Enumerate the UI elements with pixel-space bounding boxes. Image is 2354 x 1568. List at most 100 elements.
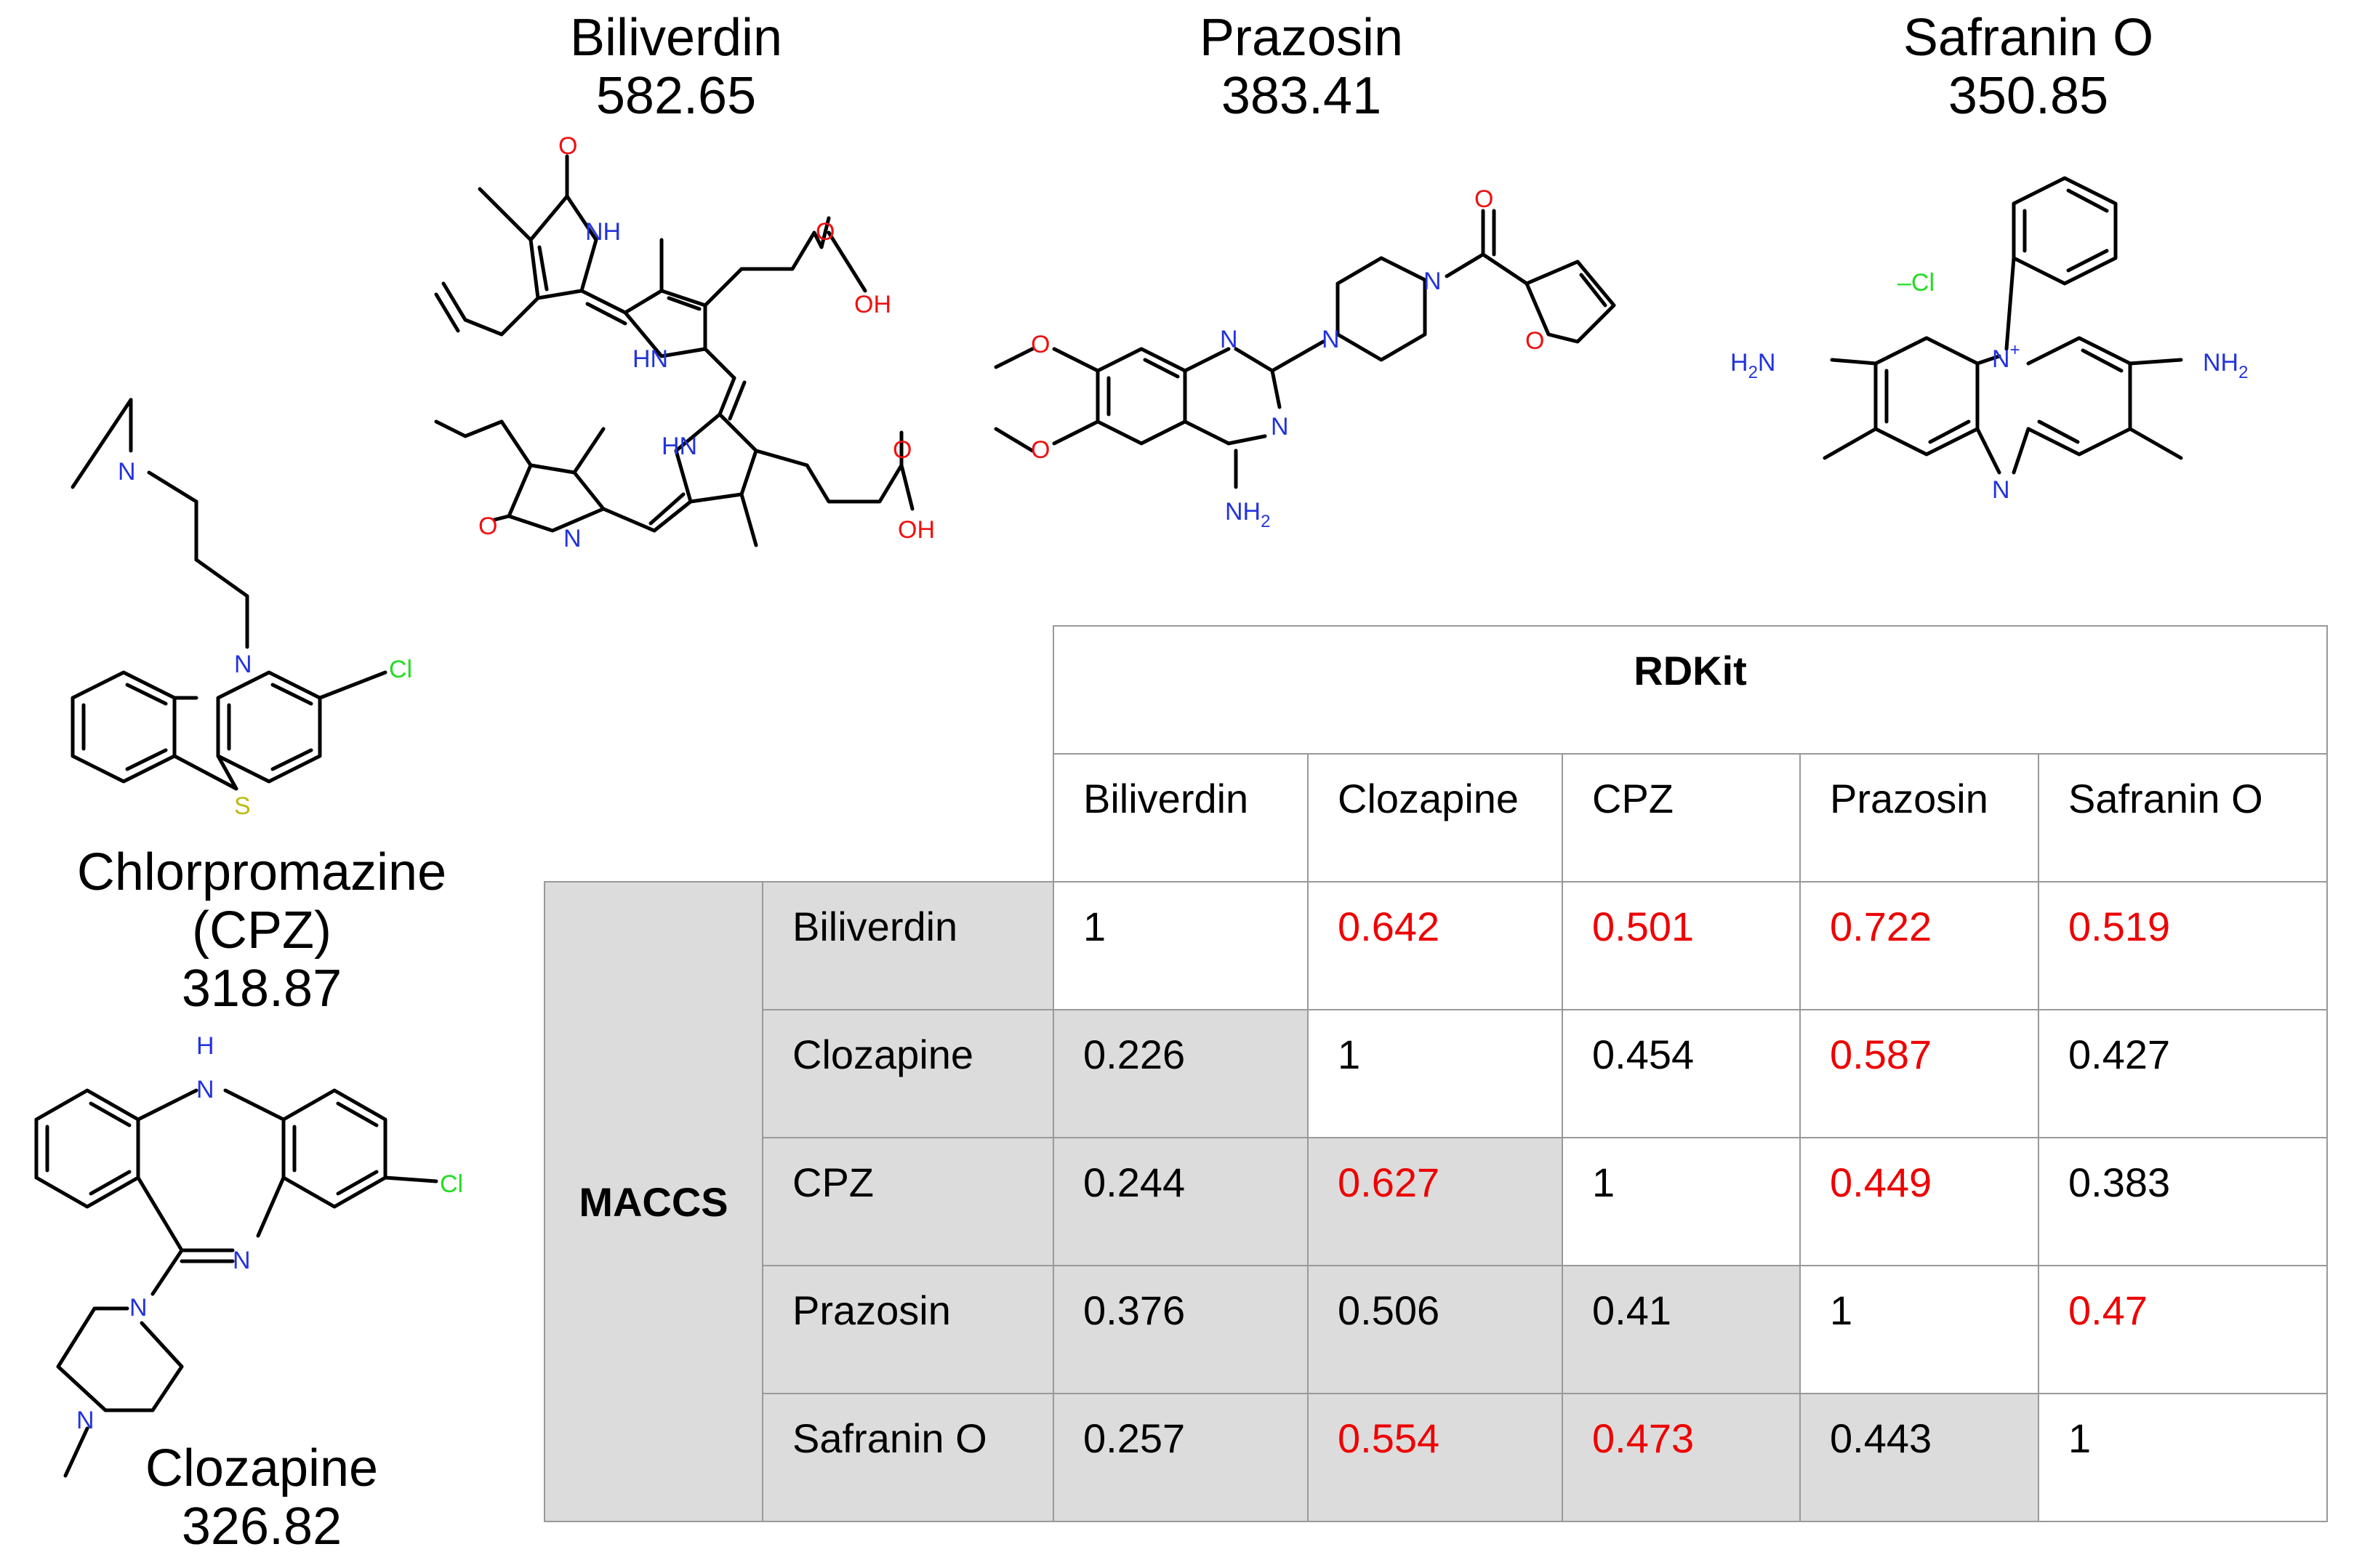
table-row: Safranin O 0.257 0.554 0.473 0.443 1	[545, 1393, 2329, 1522]
prazosin-bonds	[994, 209, 1616, 489]
rdkit-group-row: RDKit	[545, 625, 2329, 755]
atom-o: O	[558, 132, 577, 160]
atom-n: N	[1271, 413, 1289, 441]
atom-n: N	[563, 525, 582, 552]
table-cell: 0.473	[1562, 1393, 1801, 1522]
biliverdin-label: Biliverdin 582.65	[509, 9, 843, 125]
atom-h2n: H2N	[1730, 349, 1775, 382]
table-cell: 0.226	[1053, 1009, 1309, 1138]
atom-o: O	[1525, 327, 1544, 355]
table-cell: 0.383	[2037, 1137, 2329, 1266]
table-cell: 1	[1307, 1009, 1563, 1138]
rdkit-header: RDKit	[1052, 625, 2329, 755]
safranin-mw: 350.85	[1948, 67, 2109, 125]
table-cell: 0.443	[1799, 1393, 2039, 1522]
table-cell: 0.41	[1562, 1265, 1801, 1394]
atom-o: O	[893, 436, 912, 464]
atom-n: N	[76, 1407, 95, 1434]
col-header: Safranin O	[2037, 753, 2329, 882]
cpz-mw: 318.87	[181, 960, 342, 1018]
table-cell: 0.257	[1053, 1393, 1309, 1522]
clozapine-label: Clozapine 326.82	[116, 1439, 407, 1556]
atom-sub2: 2	[2238, 363, 2248, 382]
safranin-label: Safranin O 350.85	[1861, 9, 2196, 125]
table-cell: 0.501	[1562, 881, 1801, 1010]
maccs-header: MACCS	[544, 881, 763, 1522]
table-cell: 1	[1799, 1265, 2039, 1394]
atom-oh: OH	[898, 516, 935, 544]
atom-nh2-text: NH	[2203, 349, 2238, 377]
atom-n: N	[118, 458, 136, 486]
atom-o: O	[1474, 185, 1493, 213]
atom-h2n-n: N	[1758, 349, 1776, 377]
atom-n: N	[129, 1294, 148, 1322]
clozapine-bonds	[34, 1088, 438, 1478]
column-header-row: Biliverdin Clozapine CPZ Prazosin Safran…	[545, 753, 2329, 882]
atom-o: O	[816, 218, 835, 246]
row-header: CPZ	[762, 1137, 1054, 1266]
biliverdin-bonds	[434, 154, 915, 547]
table-cell: 0.427	[2037, 1009, 2329, 1138]
cpz-name: Chlorpromazine	[76, 843, 447, 901]
table-cell: 0.642	[1307, 881, 1563, 1010]
row-header: Clozapine	[762, 1009, 1054, 1138]
table-cell: 0.376	[1053, 1265, 1309, 1394]
table-cell: 1	[2037, 1393, 2329, 1522]
atom-nh: NH	[585, 218, 621, 246]
clozapine-mw: 326.82	[181, 1497, 342, 1556]
prazosin-mw: 383.41	[1221, 67, 1382, 125]
prazosin-atoms: N N N N O O O O NH2	[1031, 185, 1544, 531]
table-cell: 0.454	[1562, 1009, 1801, 1138]
prazosin-name: Prazosin	[1199, 9, 1404, 67]
table-row: MACCS Biliverdin 1 0.642 0.501 0.722 0.5…	[544, 881, 2329, 1522]
table-cell: 0.722	[1799, 881, 2039, 1010]
biliverdin-name: Biliverdin	[569, 9, 783, 67]
col-header: Clozapine	[1307, 753, 1563, 882]
clozapine-name: Clozapine	[145, 1439, 379, 1497]
cpz-bonds	[71, 398, 387, 791]
atom-cl: Cl	[440, 1170, 463, 1198]
atom-hn: HN	[662, 433, 697, 460]
atom-nh2-text: NH	[1225, 498, 1261, 526]
table-cell: 0.449	[1799, 1137, 2039, 1266]
clozapine-atoms: H N N Cl N N	[76, 1032, 463, 1434]
biliverdin-atoms: O NH O OH HN HN O OH O N	[478, 132, 935, 552]
table-row: CPZ 0.244 0.627 1 0.449 0.383	[545, 1137, 2329, 1266]
atom-h: H	[196, 1032, 214, 1060]
atom-h2n-h: H	[1730, 349, 1748, 377]
table-row: Prazosin 0.376 0.506 0.41 1 0.47	[545, 1265, 2329, 1394]
atom-o: O	[478, 512, 497, 540]
safranin-name: Safranin O	[1903, 9, 2154, 67]
safranin-atoms: –Cl N+ N H2N NH2	[1730, 269, 2248, 504]
atom-s: S	[234, 792, 251, 820]
atom-n: N	[1322, 326, 1340, 353]
atom-nh2: NH2	[1225, 498, 1270, 531]
atom-n: N	[234, 651, 252, 678]
atom-sub2: 2	[1748, 363, 1758, 382]
atom-n: N	[1992, 476, 2010, 504]
corner-cell	[545, 626, 1053, 754]
table-cell: 0.47	[2037, 1265, 2329, 1394]
atom-hn: HN	[632, 345, 668, 373]
atom-n: N	[1423, 268, 1442, 295]
prazosin-label: Prazosin 383.41	[1134, 9, 1469, 125]
table-cell: 0.627	[1307, 1137, 1563, 1266]
row-header: Prazosin	[762, 1265, 1054, 1394]
cpz-label: Chlorpromazine (CPZ) 318.87	[44, 843, 480, 1018]
table-cell: 0.244	[1053, 1137, 1309, 1266]
similarity-table: RDKit Biliverdin Clozapine CPZ Prazosin …	[544, 625, 2329, 1522]
atom-nh2: NH2	[2203, 349, 2248, 382]
atom-n: N	[233, 1247, 251, 1274]
table-cell: 1	[1562, 1137, 1801, 1266]
atom-n-plus-text: N	[1992, 345, 2010, 373]
corner-cell	[545, 754, 1053, 882]
table-cell: 0.519	[2037, 881, 2329, 1010]
atom-plus: +	[2010, 340, 2020, 360]
atom-n: N	[1220, 326, 1238, 353]
col-header: CPZ	[1562, 753, 1801, 882]
biliverdin-mw: 582.65	[595, 67, 757, 125]
